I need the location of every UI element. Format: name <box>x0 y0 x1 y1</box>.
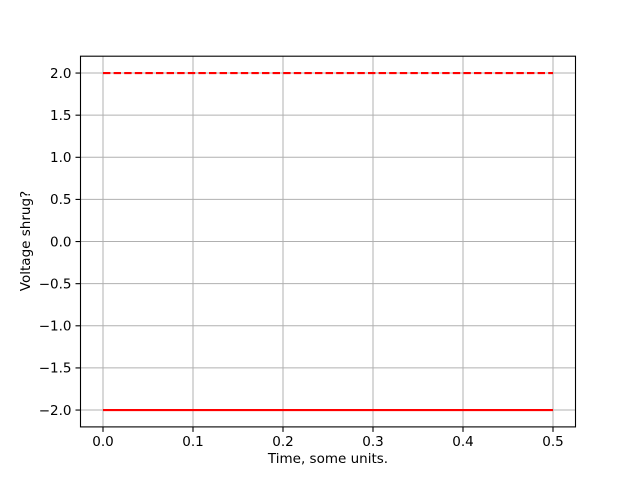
y-tick-label: 1.0 <box>50 150 71 166</box>
x-tick-label: 0.1 <box>182 434 203 450</box>
y-tick-label: 0.5 <box>50 192 71 208</box>
y-tick-label: 1.5 <box>50 108 71 124</box>
y-tick-label: 2.0 <box>50 66 71 82</box>
y-tick-label: −1.0 <box>39 319 72 335</box>
y-tick-label: 0.0 <box>50 234 71 250</box>
y-tick-label: −2.0 <box>39 403 72 419</box>
y-tick-label: −0.5 <box>39 276 72 292</box>
y-tick-label: −1.5 <box>39 361 72 377</box>
x-tick-label: 0.2 <box>272 434 293 450</box>
x-tick-label: 0.3 <box>362 434 383 450</box>
y-axis-label: Voltage shrug? <box>18 190 34 292</box>
x-tick-label: 0.0 <box>92 434 113 450</box>
x-tick-label: 0.4 <box>452 434 473 450</box>
x-tick-label: 0.5 <box>542 434 563 450</box>
x-axis-label: Time, some units. <box>267 451 389 467</box>
